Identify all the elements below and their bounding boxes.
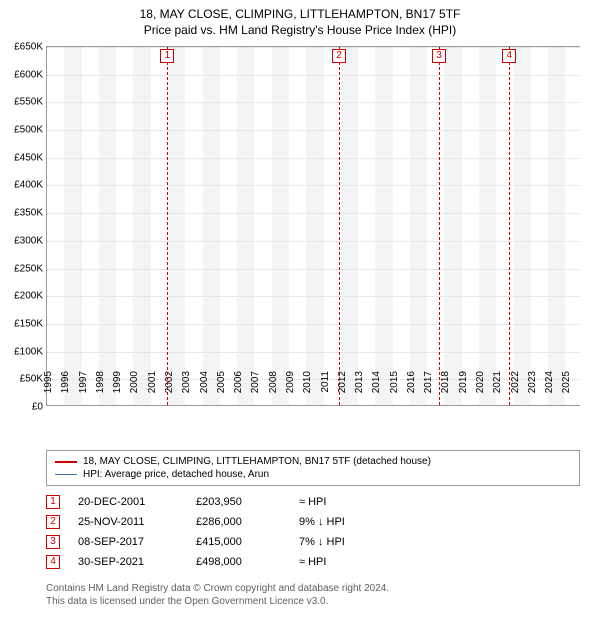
sales-row-price: £203,950	[196, 496, 281, 508]
x-tick-label: 2009	[285, 371, 296, 411]
x-tick-label: 2007	[250, 371, 261, 411]
x-tick-label: 2022	[510, 371, 521, 411]
sale-marker-number: 1	[160, 45, 174, 63]
sales-row-date: 25-NOV-2011	[78, 516, 178, 528]
sale-marker-number: 2	[332, 45, 346, 63]
y-tick-label: £450K	[14, 152, 47, 163]
footer-note: Contains HM Land Registry data © Crown c…	[46, 582, 389, 608]
sales-row-price: £498,000	[196, 556, 281, 568]
x-tick-label: 2021	[492, 371, 503, 411]
y-tick-label: £200K	[14, 291, 47, 302]
sales-row-date: 20-DEC-2001	[78, 496, 178, 508]
sales-row: 2 25-NOV-2011 £286,000 9% ↓ HPI	[46, 512, 389, 532]
x-tick-label: 2000	[129, 371, 140, 411]
x-tick-label: 2018	[440, 371, 451, 411]
title-subtitle: Price paid vs. HM Land Registry's House …	[0, 22, 600, 38]
y-tick-label: £250K	[14, 263, 47, 274]
x-tick-label: 2025	[561, 371, 572, 411]
sale-marker-line	[167, 47, 168, 405]
footer-line2: This data is licensed under the Open Gov…	[46, 595, 389, 608]
x-tick-label: 2003	[181, 371, 192, 411]
x-tick-label: 2014	[371, 371, 382, 411]
sales-row-date: 30-SEP-2021	[78, 556, 178, 568]
gridline-h	[47, 158, 579, 159]
sale-marker-line	[339, 47, 340, 405]
gridline-h	[47, 296, 579, 297]
x-tick-label: 2013	[354, 371, 365, 411]
legend-swatch-price	[55, 461, 77, 463]
sale-marker-line	[439, 47, 440, 405]
y-tick-label: £550K	[14, 97, 47, 108]
gridline-h	[47, 75, 579, 76]
y-tick-label: £500K	[14, 125, 47, 136]
x-tick-label: 2004	[199, 371, 210, 411]
legend-label-hpi: HPI: Average price, detached house, Arun	[83, 469, 269, 480]
sales-row-hpi: 9% ↓ HPI	[299, 516, 389, 528]
x-tick-label: 2016	[406, 371, 417, 411]
plot-area: £0£50K£100K£150K£200K£250K£300K£350K£400…	[46, 46, 580, 406]
x-tick-label: 2002	[164, 371, 175, 411]
sales-row-hpi: ≈ HPI	[299, 556, 389, 568]
y-tick-label: £350K	[14, 208, 47, 219]
x-tick-label: 1997	[78, 371, 89, 411]
gridline-h	[47, 269, 579, 270]
legend: 18, MAY CLOSE, CLIMPING, LITTLEHAMPTON, …	[46, 450, 580, 486]
sales-table: 1 20-DEC-2001 £203,950 ≈ HPI 2 25-NOV-2011 £28…	[46, 492, 389, 572]
sales-row-hpi: 7% ↓ HPI	[299, 536, 389, 548]
x-tick-label: 2023	[527, 371, 538, 411]
y-tick-label: £300K	[14, 235, 47, 246]
x-tick-label: 2008	[268, 371, 279, 411]
x-tick-label: 2024	[544, 371, 555, 411]
sales-row: 3 08-SEP-2017 £415,000 7% ↓ HPI	[46, 532, 389, 552]
chart-container: 18, MAY CLOSE, CLIMPING, LITTLEHAMPTON, …	[0, 0, 600, 620]
gridline-h	[47, 213, 579, 214]
sales-row-price: £286,000	[196, 516, 281, 528]
gridline-h	[47, 130, 579, 131]
legend-row-price: 18, MAY CLOSE, CLIMPING, LITTLEHAMPTON, …	[55, 455, 571, 468]
legend-label-price: 18, MAY CLOSE, CLIMPING, LITTLEHAMPTON, …	[83, 456, 431, 467]
x-tick-label: 2001	[147, 371, 158, 411]
x-tick-label: 2010	[302, 371, 313, 411]
y-tick-label: £600K	[14, 69, 47, 80]
gridline-h	[47, 241, 579, 242]
y-tick-label: £100K	[14, 346, 47, 357]
sales-row-number: 4	[46, 555, 60, 569]
sales-row-number: 2	[46, 515, 60, 529]
x-tick-label: 2005	[216, 371, 227, 411]
legend-swatch-hpi	[55, 474, 77, 475]
gridline-h	[47, 324, 579, 325]
x-tick-label: 2019	[458, 371, 469, 411]
sales-row-date: 08-SEP-2017	[78, 536, 178, 548]
sales-row-number: 1	[46, 495, 60, 509]
sales-row: 1 20-DEC-2001 £203,950 ≈ HPI	[46, 492, 389, 512]
sales-row-number: 3	[46, 535, 60, 549]
gridline-h	[47, 47, 579, 48]
sale-marker-line	[509, 47, 510, 405]
gridline-h	[47, 185, 579, 186]
sale-marker-number: 4	[502, 45, 516, 63]
x-tick-label: 1995	[43, 371, 54, 411]
x-tick-label: 1998	[95, 371, 106, 411]
footer-line1: Contains HM Land Registry data © Crown c…	[46, 582, 389, 595]
y-tick-label: £400K	[14, 180, 47, 191]
title-block: 18, MAY CLOSE, CLIMPING, LITTLEHAMPTON, …	[0, 0, 600, 38]
x-tick-label: 2020	[475, 371, 486, 411]
x-tick-label: 2017	[423, 371, 434, 411]
y-tick-label: £650K	[14, 42, 47, 53]
title-address: 18, MAY CLOSE, CLIMPING, LITTLEHAMPTON, …	[0, 6, 600, 22]
gridline-h	[47, 102, 579, 103]
sales-row-price: £415,000	[196, 536, 281, 548]
y-tick-label: £150K	[14, 318, 47, 329]
x-tick-label: 2011	[320, 371, 331, 411]
x-tick-label: 2006	[233, 371, 244, 411]
gridline-h	[47, 352, 579, 353]
legend-row-hpi: HPI: Average price, detached house, Arun	[55, 468, 571, 481]
x-tick-label: 1996	[60, 371, 71, 411]
x-tick-label: 1999	[112, 371, 123, 411]
sales-row-hpi: ≈ HPI	[299, 496, 389, 508]
x-tick-label: 2015	[389, 371, 400, 411]
sales-row: 4 30-SEP-2021 £498,000 ≈ HPI	[46, 552, 389, 572]
sale-marker-number: 3	[432, 45, 446, 63]
